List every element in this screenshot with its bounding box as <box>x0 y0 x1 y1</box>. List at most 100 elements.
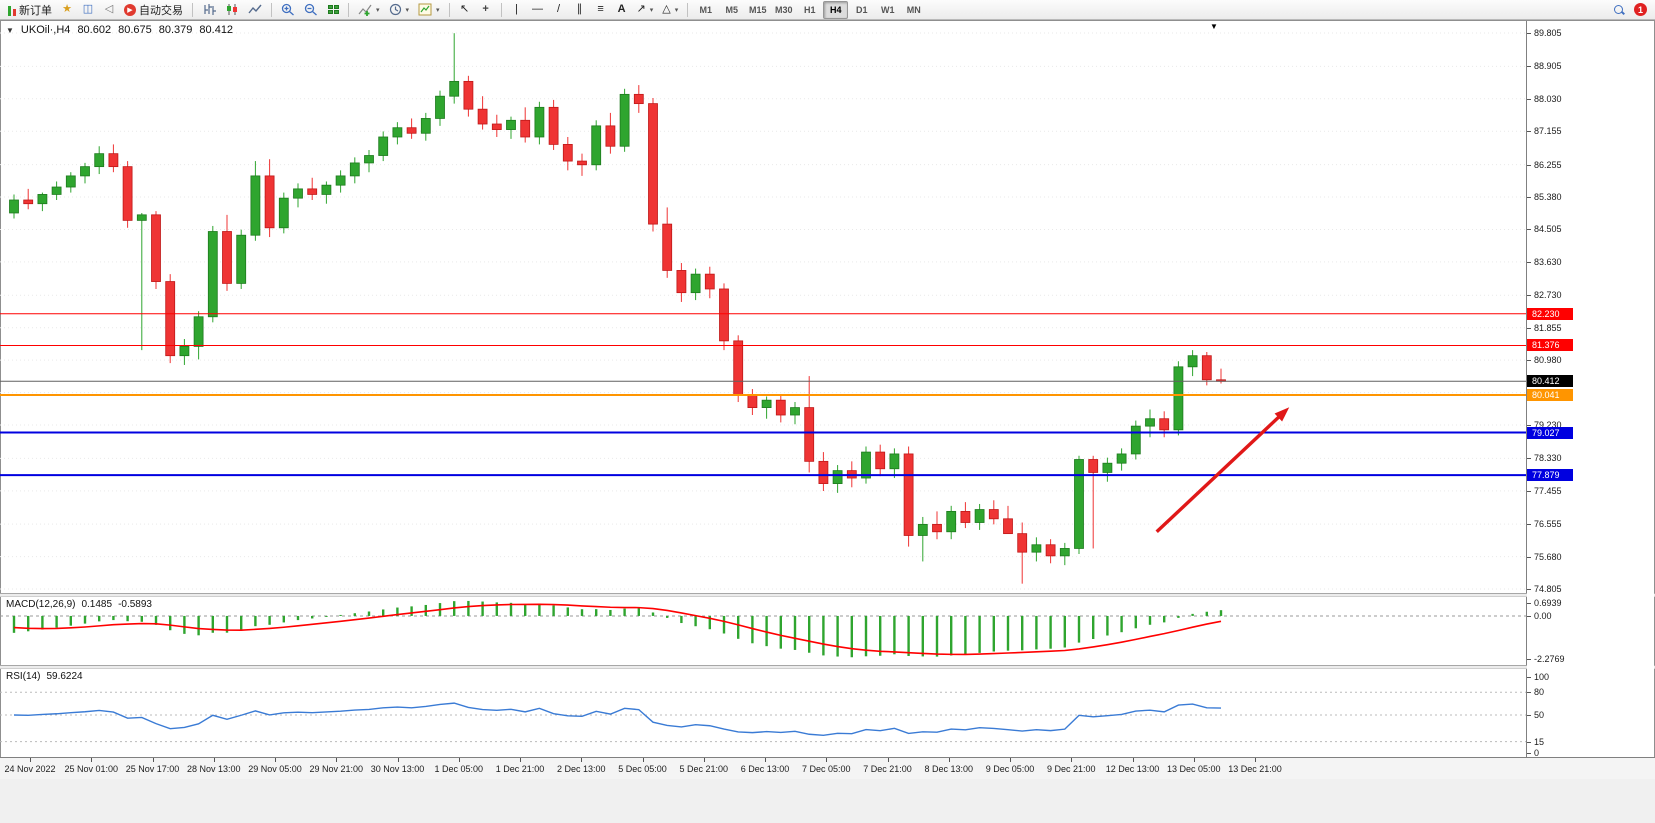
cursor-tool-button[interactable]: ↖ <box>455 1 475 19</box>
time-axis-label: 13 Dec 05:00 <box>1166 764 1221 774</box>
rsi-axis-label: 0 <box>1534 748 1540 758</box>
horizontal-line-tool-button[interactable]: — <box>528 1 548 19</box>
timeframe-w1-button[interactable]: W1 <box>881 4 895 15</box>
new-order-button[interactable]: 新订单 <box>4 1 56 19</box>
price-tag: 77.879 <box>1527 469 1573 482</box>
trendline-icon: / <box>557 3 561 15</box>
price-axis-tick <box>1527 360 1531 362</box>
line-chart-icon <box>248 4 262 14</box>
channel-tool-button[interactable]: ∥ <box>570 1 590 19</box>
chart-menu-arrow-icon[interactable]: ▼ <box>6 25 14 35</box>
macd-value-main: 0.1485 <box>81 599 113 610</box>
price-axis-tick <box>1527 229 1531 231</box>
trend-arrow[interactable] <box>1155 407 1290 534</box>
price-axis-tick <box>1527 131 1531 133</box>
price-axis-tick <box>1527 33 1531 34</box>
line-chart-button[interactable] <box>244 1 266 19</box>
rsi-axis-tick <box>1527 753 1531 754</box>
dropdown-caret-icon: ▾ <box>649 6 654 14</box>
vertical-line-tool-button[interactable]: | <box>507 1 527 19</box>
tile-windows-icon <box>327 5 339 14</box>
timeframe-mn-button[interactable]: MN <box>906 4 921 15</box>
search-icon <box>1613 4 1625 16</box>
timeframe-m5-button[interactable]: M5 <box>725 4 739 15</box>
crosshair-tool-button[interactable]: + <box>476 1 496 19</box>
arrows-tool-button[interactable]: ↗ ▾ <box>633 1 658 19</box>
macd-histogram <box>12 600 1223 658</box>
toolbar-separator <box>687 2 689 17</box>
rsi-axis-label: 80 <box>1534 687 1545 698</box>
indicators-button[interactable]: ▾ <box>354 1 384 19</box>
periods-button[interactable]: ▾ <box>385 1 414 19</box>
notifications-button[interactable]: 1 <box>1630 1 1651 19</box>
price-axis-label: 81.855 <box>1534 322 1562 333</box>
macd-title: MACD(12,26,9) <box>6 599 76 610</box>
price-axis-label: 88.030 <box>1534 93 1562 104</box>
time-axis-label: 28 Nov 13:00 <box>186 764 241 774</box>
search-button[interactable] <box>1609 1 1629 19</box>
market-watch-icon: ★ <box>62 3 72 15</box>
time-axis-label: 30 Nov 13:00 <box>370 764 425 774</box>
dropdown-caret-icon: ▾ <box>376 6 380 14</box>
cursor-icon: ↖ <box>459 3 470 15</box>
symbol-period-label: UKOil·,H4 <box>20 24 71 36</box>
macd-plot[interactable] <box>0 597 1526 665</box>
zoom-in-button[interactable] <box>277 1 299 19</box>
auto-trading-button[interactable]: ▶ 自动交易 <box>120 1 187 19</box>
window-bottom-area <box>0 779 1655 823</box>
price-axis-label: 83.630 <box>1534 256 1562 267</box>
price-axis[interactable]: 89.805 88.905 88.030 87.155 86.255 85.380 84.5… <box>1527 21 1654 779</box>
bar-chart-button[interactable] <box>198 1 220 19</box>
candlestick-chart-icon <box>227 4 237 15</box>
timeframe-d1-button[interactable]: D1 <box>856 4 868 15</box>
notification-badge: 1 <box>1634 3 1647 16</box>
dropdown-caret-icon: ▾ <box>674 6 679 14</box>
price-axis-label: 76.555 <box>1534 519 1562 530</box>
timeframe-m30-button[interactable]: M30 <box>775 4 793 15</box>
timeframe-h1-button[interactable]: H1 <box>804 4 816 15</box>
panel-separator[interactable] <box>0 665 1655 669</box>
timeframe-m1-button[interactable]: M1 <box>699 4 713 15</box>
trendline-tool-button[interactable]: / <box>549 1 569 19</box>
time-axis-tick <box>1132 758 1134 762</box>
chart-shift-marker-icon[interactable]: ▼ <box>1210 22 1218 31</box>
templates-button[interactable]: ▾ <box>414 1 444 19</box>
rsi-line <box>13 702 1222 737</box>
main-chart-plot[interactable] <box>0 21 1526 593</box>
macd-axis-tick <box>1527 602 1531 604</box>
time-axis-label: 29 Nov 21:00 <box>309 764 364 774</box>
price-grid <box>0 32 1526 590</box>
timeframe-h4-button[interactable]: H4 <box>823 0 849 19</box>
toolbar: 新订单 ★ ◫ ◁ ▶ 自动交易 ▾ ▾ ▾ ↖ + | — / ∥ <box>0 0 1655 20</box>
dropdown-caret-icon: ▾ <box>436 6 440 14</box>
data-window-button[interactable]: ◫ <box>78 1 98 19</box>
dropdown-caret-icon: ▾ <box>405 6 410 14</box>
time-axis[interactable]: 24 Nov 2022 25 Nov 01:00 25 Nov 17:00 28 No… <box>0 757 1655 779</box>
time-axis-label: 9 Dec 05:00 <box>985 764 1035 774</box>
tile-windows-button[interactable] <box>323 1 343 19</box>
timeframe-m15-button[interactable]: M15 <box>749 4 767 15</box>
navigator-icon: ◁ <box>104 3 114 15</box>
ohlc-high: 80.675 <box>118 24 152 36</box>
price-axis-label: 75.680 <box>1534 551 1562 562</box>
time-axis-tick <box>520 758 521 762</box>
rsi-plot[interactable] <box>0 669 1526 757</box>
time-axis-label: 5 Dec 21:00 <box>679 764 729 774</box>
rsi-title: RSI(14) <box>6 671 41 682</box>
shapes-tool-button[interactable]: △ ▾ <box>658 1 682 19</box>
price-axis-label: 77.455 <box>1534 485 1562 496</box>
horizontal-line-icon: — <box>532 3 544 15</box>
zoom-out-button[interactable] <box>300 1 322 19</box>
time-axis-label: 1 Dec 05:00 <box>434 764 484 774</box>
market-watch-button[interactable]: ★ <box>57 1 77 19</box>
panel-separator[interactable] <box>0 593 1655 597</box>
fibonacci-tool-button[interactable]: ≡ <box>591 1 611 19</box>
candlestick-chart-button[interactable] <box>221 1 243 19</box>
text-tool-button[interactable]: A <box>612 1 632 19</box>
chart-window <box>0 20 1655 823</box>
rsi-axis-tick <box>1527 677 1531 678</box>
horizontal-lines[interactable] <box>0 313 1526 477</box>
navigator-button[interactable]: ◁ <box>99 1 119 19</box>
time-axis-tick <box>275 758 276 762</box>
